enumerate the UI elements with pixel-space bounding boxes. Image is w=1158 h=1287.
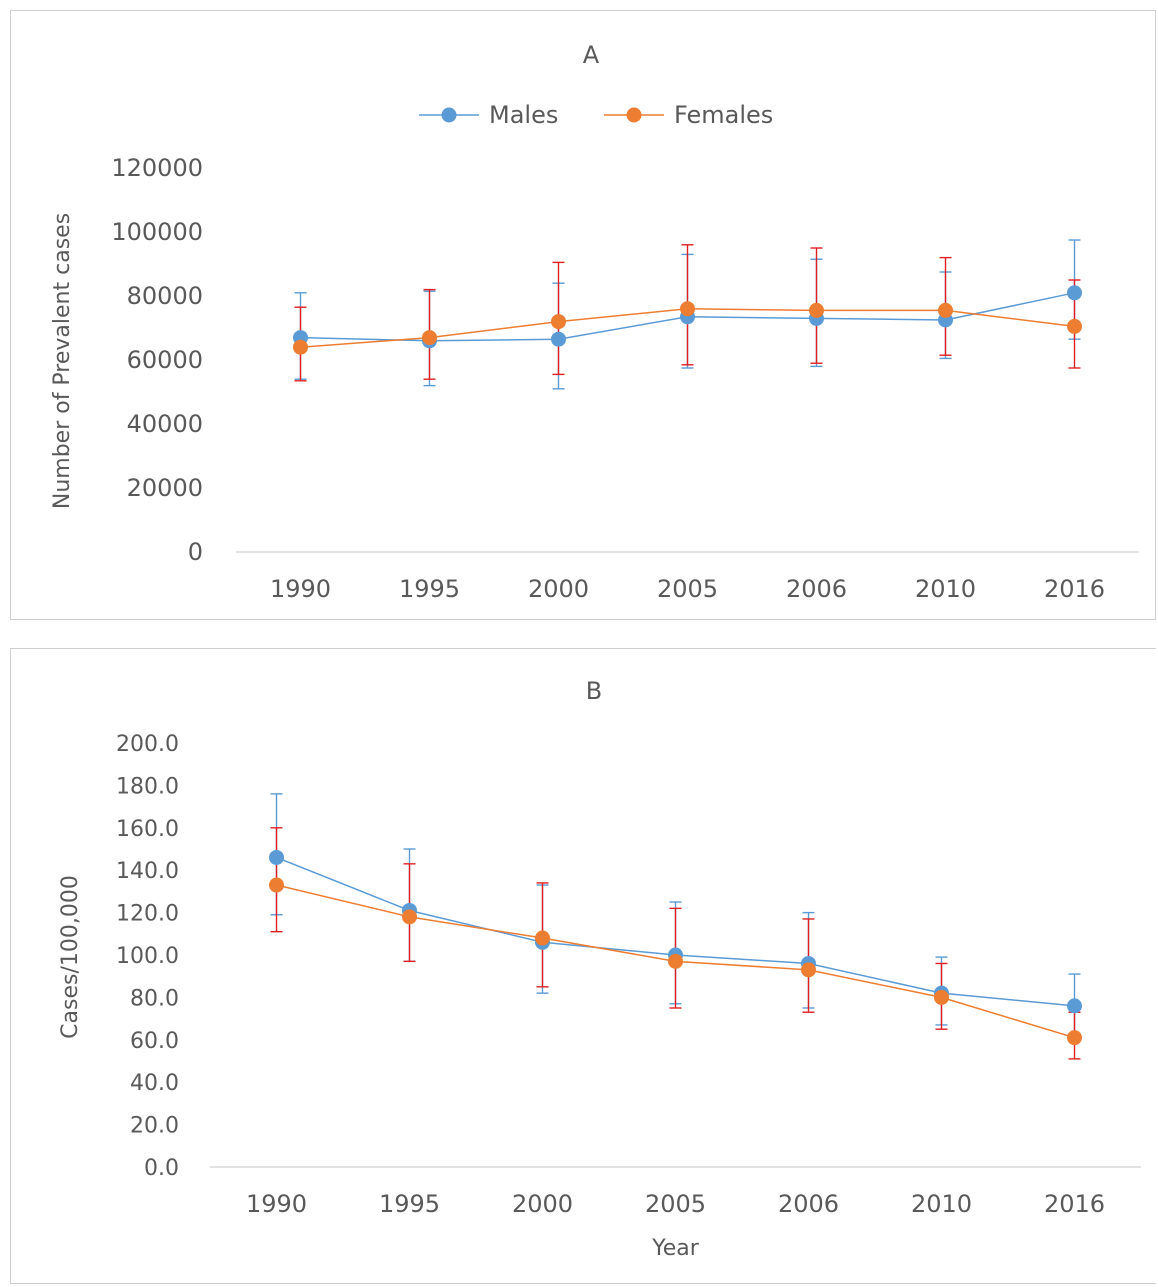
y-tick-label: 0.0 xyxy=(144,1156,179,1181)
x-tick-label: 2005 xyxy=(657,575,718,603)
data-point-females xyxy=(1067,1030,1082,1046)
legend-marker xyxy=(441,107,457,123)
data-point-females xyxy=(293,339,308,355)
legend-label: Females xyxy=(674,101,773,129)
data-point-males xyxy=(551,331,566,347)
chart-title: A xyxy=(583,41,600,69)
data-point-females xyxy=(269,877,284,893)
x-axis-title: Year xyxy=(651,1236,700,1261)
data-point-females xyxy=(402,909,417,925)
x-tick-label: 1995 xyxy=(379,1190,440,1218)
y-tick-label: 80000 xyxy=(127,282,203,310)
data-point-females xyxy=(668,953,683,969)
x-tick-label: 2016 xyxy=(1044,1190,1105,1218)
y-tick-label: 140.0 xyxy=(116,859,179,884)
data-point-females xyxy=(934,989,949,1005)
y-tick-label: 60.0 xyxy=(130,1029,179,1054)
x-tick-label: 2006 xyxy=(786,575,847,603)
y-tick-label: 120.0 xyxy=(116,902,179,927)
y-axis-title: Cases/100,000 xyxy=(58,875,83,1039)
x-tick-label: 1995 xyxy=(399,575,460,603)
data-point-females xyxy=(422,330,437,346)
y-tick-label: 120000 xyxy=(111,154,203,182)
x-tick-label: 2010 xyxy=(915,575,976,603)
y-tick-label: 40000 xyxy=(127,410,203,438)
y-tick-label: 100.0 xyxy=(116,944,179,969)
x-tick-label: 2005 xyxy=(645,1190,706,1218)
data-point-females xyxy=(551,314,566,330)
legend-entry-0: Males xyxy=(419,101,558,129)
y-tick-label: 0 xyxy=(188,538,203,566)
chart-panel-a: A Males Females Number of Prevalent cases 0 2… xyxy=(10,10,1156,620)
x-tick-label: 2016 xyxy=(1044,575,1105,603)
y-tick-label: 80.0 xyxy=(130,986,179,1011)
data-point-males xyxy=(1067,285,1082,301)
data-point-males xyxy=(269,849,284,865)
y-tick-label: 100000 xyxy=(111,218,203,246)
data-point-females xyxy=(535,930,550,946)
y-tick-label: 180.0 xyxy=(116,774,179,799)
chart-b-svg: B Cases/100,000 0.0 20.0 40.0 60.0 80.0 100.0 12… xyxy=(58,677,1141,1261)
data-point-females xyxy=(1067,318,1082,334)
x-tick-label: 2010 xyxy=(911,1190,972,1218)
y-tick-label: 200.0 xyxy=(116,732,179,757)
x-tick-label: 2000 xyxy=(512,1190,573,1218)
y-tick-label: 20000 xyxy=(127,474,203,502)
x-tick-label: 1990 xyxy=(270,575,331,603)
y-axis-title: Number of Prevalent cases xyxy=(50,213,75,509)
data-point-females xyxy=(809,302,824,318)
chart-a-svg: A Males Females Number of Prevalent cases 0 2… xyxy=(50,41,1139,603)
x-tick-label: 1990 xyxy=(246,1190,307,1218)
data-point-females xyxy=(938,302,953,318)
legend-entry-1: Females xyxy=(604,101,773,129)
x-tick-label: 2006 xyxy=(778,1190,839,1218)
x-tick-label: 2000 xyxy=(528,575,589,603)
legend-label: Males xyxy=(489,101,558,129)
y-tick-label: 20.0 xyxy=(130,1114,179,1139)
y-tick-label: 40.0 xyxy=(130,1071,179,1096)
y-tick-label: 160.0 xyxy=(116,817,179,842)
y-tick-label: 60000 xyxy=(127,346,203,374)
data-point-females xyxy=(680,301,695,317)
chart-panel-b: B Cases/100,000 0.0 20.0 40.0 60.0 80.0 100.0 12… xyxy=(10,648,1156,1284)
data-point-females xyxy=(801,962,816,978)
data-point-males xyxy=(1067,998,1082,1014)
chart-title: B xyxy=(586,677,602,705)
legend-marker xyxy=(626,107,642,123)
